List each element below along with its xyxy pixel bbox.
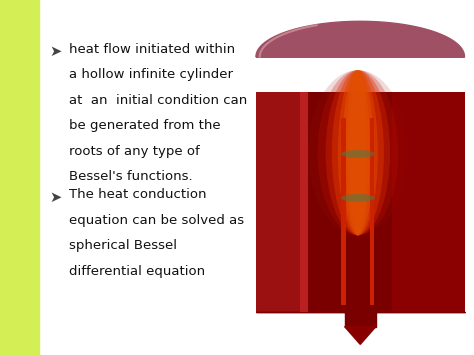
Text: ➤: ➤ [50, 44, 62, 59]
Ellipse shape [308, 70, 408, 235]
Ellipse shape [332, 70, 384, 235]
Bar [392, 92, 465, 312]
Polygon shape [256, 312, 465, 327]
Ellipse shape [346, 70, 370, 235]
Bar [370, 118, 374, 305]
Text: be generated from the: be generated from the [69, 119, 220, 132]
Text: at  an  initial condition can: at an initial condition can [69, 94, 247, 107]
Bar [341, 118, 346, 305]
Ellipse shape [342, 70, 374, 235]
Ellipse shape [338, 70, 378, 235]
Text: differential equation: differential equation [69, 265, 205, 278]
Ellipse shape [318, 70, 398, 235]
Polygon shape [256, 21, 465, 57]
Text: Bessel's functions.: Bessel's functions. [69, 170, 192, 184]
Text: ➤: ➤ [50, 190, 62, 205]
Bar [300, 92, 392, 312]
Ellipse shape [341, 194, 375, 202]
Text: The heat conduction: The heat conduction [69, 188, 206, 201]
Bar [256, 92, 300, 312]
Text: a hollow infinite cylinder: a hollow infinite cylinder [69, 68, 233, 81]
Text: heat flow initiated within: heat flow initiated within [69, 43, 235, 56]
Ellipse shape [326, 70, 390, 235]
Text: equation can be solved as: equation can be solved as [69, 214, 244, 227]
Text: spherical Bessel: spherical Bessel [69, 239, 177, 252]
Ellipse shape [353, 70, 363, 235]
Bar [0, 0, 39, 355]
Ellipse shape [357, 70, 358, 235]
Ellipse shape [349, 70, 366, 235]
Polygon shape [345, 327, 376, 344]
Text: roots of any type of: roots of any type of [69, 145, 200, 158]
Ellipse shape [341, 150, 375, 158]
Bar [300, 92, 308, 312]
